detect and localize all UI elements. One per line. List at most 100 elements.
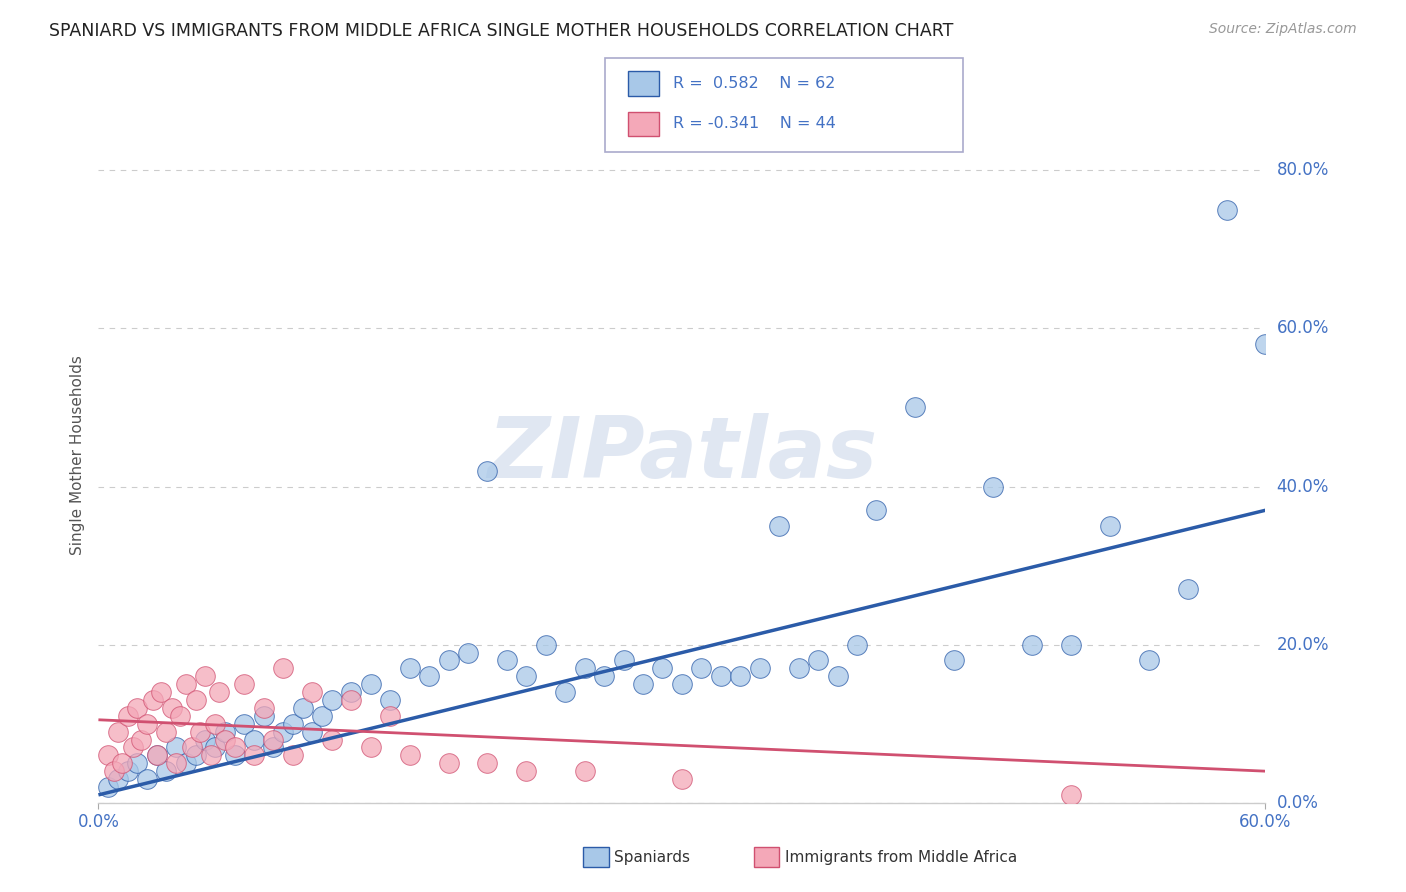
Point (146, 748, 169, 763)
Point (136, 772, 159, 786)
Point (129, 732, 152, 747)
Point (574, 661, 596, 675)
Point (515, 669, 537, 683)
Point (127, 701, 149, 715)
Point (671, 772, 693, 786)
Point (515, 764, 537, 779)
Point (671, 677, 693, 691)
Point (1215, 202, 1237, 217)
Point (1098, 519, 1121, 533)
Point (710, 669, 733, 683)
Point (204, 740, 226, 755)
Point (321, 693, 343, 707)
Point (271, 724, 294, 739)
Text: R =  0.582    N = 62: R = 0.582 N = 62 (673, 77, 835, 91)
Text: ZIPatlas: ZIPatlas (486, 413, 877, 497)
Point (281, 716, 304, 731)
Point (184, 693, 207, 707)
Point (534, 638, 557, 652)
Point (165, 740, 187, 755)
Point (612, 653, 634, 667)
Point (378, 693, 402, 707)
Point (169, 708, 191, 723)
Point (418, 669, 440, 683)
Point (188, 724, 211, 739)
Point (360, 677, 382, 691)
Point (122, 740, 145, 755)
Point (1021, 638, 1043, 652)
Point (730, 669, 752, 683)
Point (253, 708, 276, 723)
Point (768, 519, 790, 533)
Point (174, 756, 197, 771)
Text: 40.0%: 40.0% (1277, 477, 1329, 496)
Point (398, 661, 420, 675)
Point (194, 669, 217, 683)
Point (117, 764, 139, 779)
Point (301, 685, 323, 699)
Point (477, 464, 499, 478)
Point (904, 401, 927, 415)
Point (827, 669, 849, 683)
Point (360, 740, 382, 755)
Point (574, 764, 596, 779)
Point (194, 732, 217, 747)
Point (142, 693, 165, 707)
Point (554, 685, 576, 699)
Point (224, 740, 246, 755)
Point (233, 677, 256, 691)
Point (149, 685, 172, 699)
Point (311, 708, 333, 723)
Text: R = -0.341    N = 44: R = -0.341 N = 44 (673, 117, 837, 131)
Text: Spaniards: Spaniards (614, 850, 690, 864)
Point (981, 479, 1004, 493)
Point (184, 748, 207, 763)
Text: 20.0%: 20.0% (1277, 636, 1329, 654)
Text: 0.0%: 0.0% (1277, 794, 1319, 812)
Point (208, 685, 231, 699)
Point (117, 708, 139, 723)
Point (262, 732, 284, 747)
Text: 60.0%: 60.0% (1277, 319, 1329, 337)
Point (457, 646, 479, 660)
Point (243, 732, 266, 747)
Point (165, 756, 187, 771)
Point (97, 780, 120, 794)
Point (136, 716, 159, 731)
Point (437, 756, 460, 771)
Point (631, 677, 654, 691)
Point (281, 748, 304, 763)
Point (1254, 337, 1277, 351)
Point (1060, 788, 1083, 802)
Point (214, 724, 236, 739)
Y-axis label: Single Mother Households: Single Mother Households (70, 355, 86, 555)
Point (253, 701, 276, 715)
Text: Immigrants from Middle Africa: Immigrants from Middle Africa (785, 850, 1017, 864)
Text: Source: ZipAtlas.com: Source: ZipAtlas.com (1209, 22, 1357, 37)
Point (174, 677, 197, 691)
Point (262, 740, 284, 755)
Point (1137, 653, 1160, 667)
Point (127, 756, 149, 771)
Point (787, 661, 810, 675)
Point (243, 748, 266, 763)
Point (146, 748, 169, 763)
Point (321, 732, 343, 747)
Point (162, 701, 184, 715)
Point (111, 756, 134, 771)
Point (204, 716, 226, 731)
Point (651, 661, 673, 675)
Text: SPANIARD VS IMMIGRANTS FROM MIDDLE AFRICA SINGLE MOTHER HOUSEHOLDS CORRELATION C: SPANIARD VS IMMIGRANTS FROM MIDDLE AFRIC… (49, 22, 953, 40)
Point (103, 764, 125, 779)
Point (845, 638, 868, 652)
Point (943, 653, 966, 667)
Point (107, 724, 129, 739)
Point (477, 756, 499, 771)
Point (807, 653, 830, 667)
Point (301, 724, 323, 739)
Point (155, 724, 177, 739)
Point (1177, 582, 1199, 597)
Point (180, 740, 202, 755)
Point (107, 772, 129, 786)
Point (865, 503, 887, 517)
